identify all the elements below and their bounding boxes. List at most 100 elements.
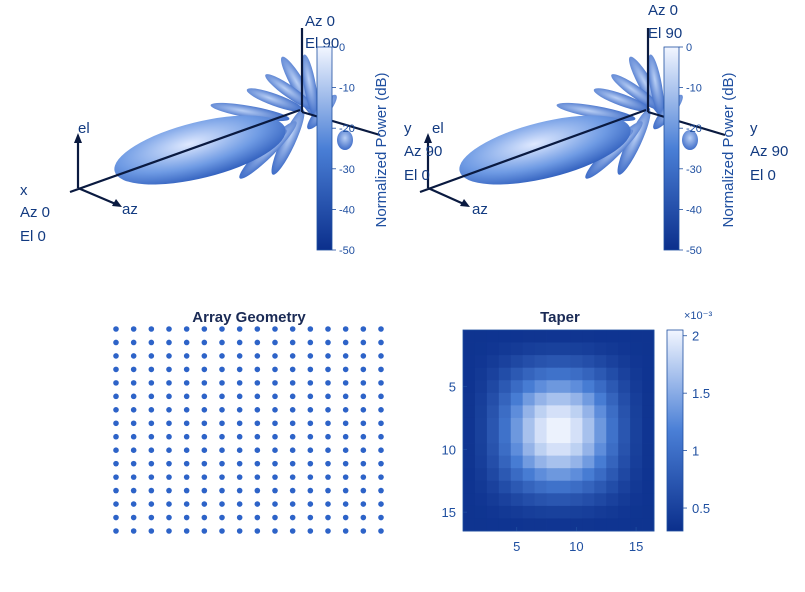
array-element — [219, 380, 225, 386]
taper-colorbar-ticks: 0.5 1 1.5 2 — [683, 329, 710, 516]
taper-cell — [582, 518, 595, 532]
taper-cell — [463, 367, 476, 381]
array-element — [130, 407, 137, 413]
array-element — [272, 353, 278, 359]
array-element — [360, 460, 367, 467]
taper-cell — [570, 430, 583, 444]
taper-cell — [594, 417, 607, 431]
taper-cell — [570, 518, 583, 532]
taper-cell — [510, 430, 524, 444]
taper-cell — [642, 505, 655, 519]
array-element — [148, 393, 155, 400]
z-el-right: El 90 — [648, 25, 682, 42]
array-element — [254, 420, 261, 427]
array-element — [113, 366, 119, 373]
taper-cell — [510, 455, 524, 469]
array-element — [219, 353, 225, 359]
taper-cell — [558, 480, 571, 494]
array-element — [183, 339, 190, 346]
array-element — [289, 487, 296, 494]
array-element — [307, 487, 314, 494]
array-element — [219, 366, 225, 373]
taper-cell — [463, 468, 476, 482]
taper-colorbar-tick-label: 1 — [692, 444, 699, 459]
array-element — [113, 501, 119, 507]
array-element — [325, 353, 331, 359]
taper-cell — [642, 405, 655, 419]
taper-cell — [463, 505, 476, 519]
taper-cell — [534, 380, 547, 394]
taper-cell — [534, 518, 547, 532]
taper-cell — [463, 455, 476, 469]
taper-cell — [463, 392, 476, 406]
array-element — [254, 380, 261, 386]
array-element — [236, 433, 243, 440]
taper-cell — [546, 367, 559, 381]
array-element — [254, 366, 261, 373]
array-element — [130, 460, 137, 467]
taper-cell — [630, 443, 643, 457]
taper-cell — [594, 330, 607, 343]
colorbar-tick-label: -30 — [339, 164, 355, 176]
array-element — [130, 501, 137, 507]
array-element — [254, 447, 261, 454]
taper-cell — [618, 455, 631, 469]
array-element — [236, 380, 243, 386]
colorbar-tick-label: 0 — [686, 42, 692, 54]
taper-cell — [594, 367, 607, 381]
array-element — [254, 474, 261, 480]
array-element — [148, 433, 155, 440]
taper-cell — [606, 355, 619, 369]
taper-cell — [618, 417, 631, 431]
array-element — [307, 501, 314, 507]
taper-cell — [582, 380, 595, 394]
taper-cell — [642, 480, 655, 494]
taper-cell — [510, 367, 524, 381]
array-element — [236, 514, 243, 521]
colorbar-tick-label: -10 — [686, 83, 702, 95]
taper-cell — [498, 417, 512, 431]
array-element — [325, 433, 331, 440]
taper-cell — [630, 518, 643, 532]
taper-cell — [630, 455, 643, 469]
taper-cell — [630, 330, 643, 343]
taper-cell — [474, 342, 488, 356]
array-element — [307, 380, 314, 386]
array-element — [236, 501, 243, 507]
array-element — [236, 420, 243, 427]
taper-cell — [630, 367, 643, 381]
taper-cell — [570, 505, 583, 519]
taper-cell — [522, 392, 536, 406]
array-element — [113, 447, 119, 454]
taper-cell — [594, 405, 607, 419]
array-element — [148, 380, 155, 386]
array-element — [289, 420, 296, 427]
array-element — [166, 407, 172, 413]
array-element — [378, 460, 384, 467]
array-element — [342, 487, 349, 494]
array-element — [342, 460, 349, 467]
taper-cell — [510, 380, 524, 394]
taper-cell — [618, 493, 631, 507]
taper-cell — [510, 443, 524, 457]
colorbar-tick-label: -40 — [339, 204, 355, 216]
array-element — [201, 366, 208, 373]
taper-cell — [594, 355, 607, 369]
taper-cell — [463, 355, 476, 369]
taper-cell — [618, 355, 631, 369]
taper-cell — [474, 355, 488, 369]
array-element — [307, 407, 314, 413]
array-element — [201, 514, 208, 521]
taper-cell — [594, 430, 607, 444]
array-element — [272, 487, 278, 494]
taper-cell — [606, 443, 619, 457]
array-element — [166, 366, 172, 373]
taper-cell — [474, 330, 488, 343]
array-element — [183, 353, 190, 359]
taper-cell — [618, 330, 631, 343]
array-element — [378, 447, 384, 454]
taper-cell — [594, 342, 607, 356]
array-element — [325, 420, 331, 427]
array-element — [236, 339, 243, 346]
array-element — [272, 474, 278, 480]
